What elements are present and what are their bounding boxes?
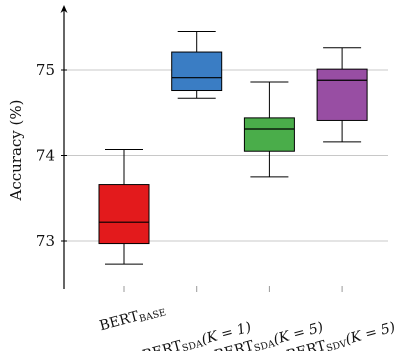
box-4 <box>316 47 368 292</box>
box-3 <box>243 81 295 292</box>
box-1 <box>98 149 150 292</box>
boxes <box>98 31 368 292</box>
x-category-label-1: BERTBASE <box>98 301 168 335</box>
box-2 <box>171 31 223 292</box>
y-axis-arrowhead <box>60 5 68 13</box>
y-tick-label-75: 75 <box>36 61 55 79</box>
box-iqr <box>243 117 295 152</box>
y-axis-title: Accuracy (%) <box>7 99 25 201</box>
box-iqr <box>98 184 150 245</box>
y-tick-labels: 73 74 75 <box>36 61 67 250</box>
box-iqr <box>316 68 368 121</box>
box-iqr <box>171 51 223 92</box>
y-tick-label-73: 73 <box>36 232 55 250</box>
y-tick-label-74: 74 <box>36 147 55 165</box>
y-axis <box>60 5 68 289</box>
